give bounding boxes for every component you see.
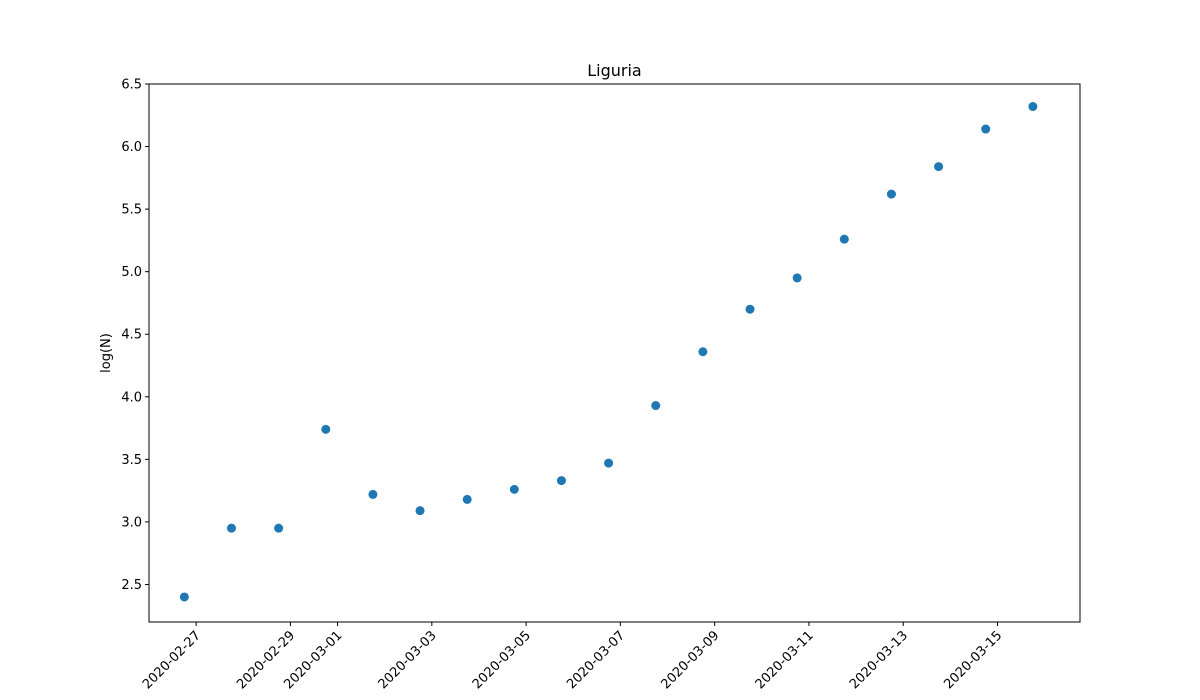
y-tick-label: 5.0 xyxy=(121,265,142,280)
plot-frame xyxy=(148,83,1081,623)
y-tick-label: 4.5 xyxy=(121,328,142,343)
y-tick-label: 5.5 xyxy=(121,203,142,218)
data-point xyxy=(651,401,661,411)
data-point xyxy=(745,304,755,314)
y-tick-label: 2.5 xyxy=(121,578,142,593)
y-tick-label: 6.5 xyxy=(121,78,142,93)
data-point xyxy=(1028,102,1038,112)
data-point xyxy=(179,592,189,602)
data-point xyxy=(698,347,708,357)
y-axis: 2.5 3.0 3.5 4.0 4.5 5.0 5.5 6.0 6.5 xyxy=(121,78,149,593)
data-point xyxy=(556,476,566,486)
y-axis-label: log(N) xyxy=(99,333,114,373)
data-point xyxy=(274,523,284,533)
y-tick-label: 4.0 xyxy=(121,390,142,405)
data-point xyxy=(839,234,849,244)
data-points xyxy=(179,102,1038,602)
y-tick-label: 3.0 xyxy=(121,515,142,530)
data-point xyxy=(792,273,802,283)
data-point xyxy=(509,484,519,494)
data-point xyxy=(415,506,425,516)
data-point xyxy=(981,124,991,134)
y-tick-label: 6.0 xyxy=(121,140,142,155)
chart-title: Liguria xyxy=(587,61,641,80)
data-point xyxy=(886,189,896,199)
data-point xyxy=(604,458,614,468)
data-point xyxy=(934,162,944,172)
data-point xyxy=(368,489,378,499)
data-point xyxy=(226,523,236,533)
data-point xyxy=(321,424,331,434)
data-point xyxy=(462,494,472,504)
y-tick-label: 3.5 xyxy=(121,453,142,468)
